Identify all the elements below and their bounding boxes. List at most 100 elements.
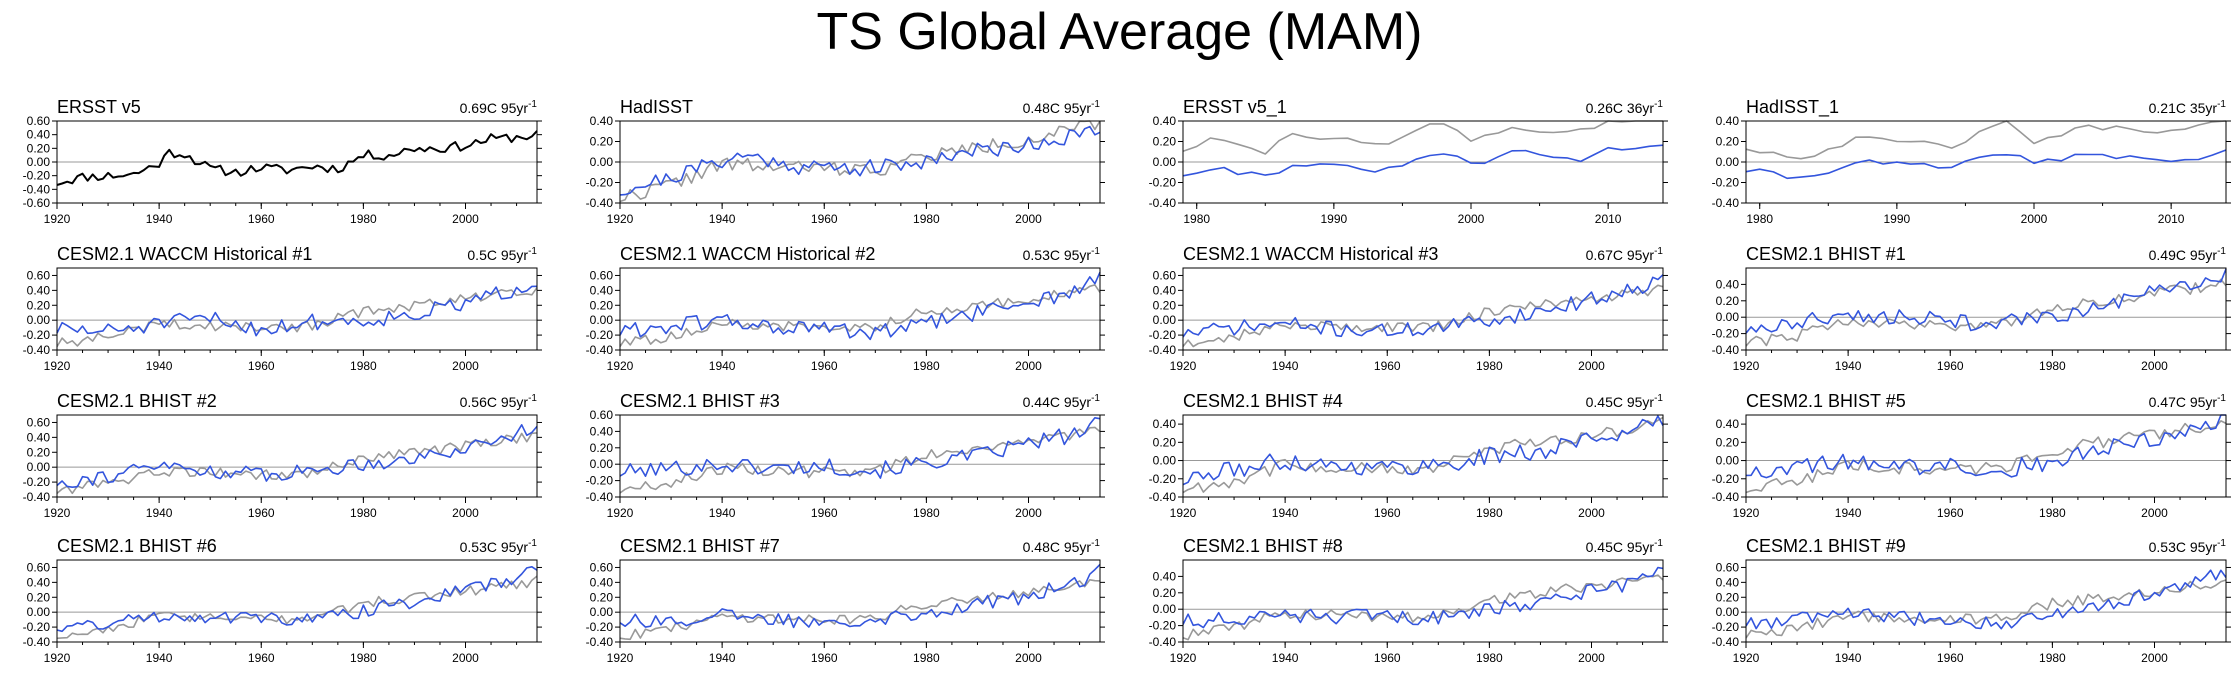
x-tick-label: 2000 — [2141, 506, 2168, 520]
panel-title: CESM2.1 BHIST #6 — [57, 536, 217, 556]
series-line-model — [1183, 568, 1663, 628]
panel-title: CESM2.1 BHIST #1 — [1746, 244, 1906, 264]
y-tick-label: 0.00 — [27, 460, 51, 474]
x-tick-label: 1920 — [1733, 506, 1760, 520]
y-tick-label: 0.00 — [1153, 155, 1177, 169]
panel-16: CESM2.1 BHIST #9 0.53C 95yr-1 0.600.400.20… — [1712, 536, 2231, 665]
panel-5: CESM2.1 WACCM Historical #1 0.5C 95yr-1 0.… — [23, 244, 542, 373]
y-tick-label: 0.60 — [27, 415, 51, 429]
y-tick-label: 0.00 — [1716, 155, 1740, 169]
y-tick-label: 0.40 — [27, 283, 51, 297]
plot-frame — [1183, 268, 1663, 350]
trend-label: 0.49C 95yr-1 — [2149, 246, 2227, 263]
y-tick-label: -0.40 — [1149, 490, 1177, 504]
y-tick-label: -0.60 — [23, 196, 51, 210]
y-tick-label: 0.00 — [1153, 602, 1177, 616]
y-tick-label: 0.20 — [590, 441, 614, 455]
x-tick-label: 1960 — [811, 651, 838, 665]
y-tick-label: -0.20 — [1149, 619, 1177, 633]
panel-6: CESM2.1 WACCM Historical #2 0.53C 95yr-10… — [586, 244, 1105, 373]
y-tick-label: -0.20 — [1149, 176, 1177, 190]
x-tick-label: 2000 — [1458, 212, 1485, 226]
y-tick-label: -0.20 — [1712, 472, 1740, 486]
x-tick-label: 1960 — [248, 359, 275, 373]
plot-frame — [620, 268, 1100, 350]
y-tick-label: 0.00 — [27, 313, 51, 327]
series-line-model — [620, 418, 1100, 478]
y-tick-label: 0.00 — [27, 605, 51, 619]
y-tick-label: 0.20 — [27, 590, 51, 604]
series-line-reference — [1746, 121, 2226, 159]
y-tick-label: -0.20 — [23, 169, 51, 183]
panel-title: ERSST v5_1 — [1183, 97, 1287, 118]
y-tick-label: -0.20 — [1149, 328, 1177, 342]
trend-label: 0.48C 95yr-1 — [1023, 538, 1101, 555]
y-tick-label: -0.20 — [1712, 176, 1740, 190]
y-tick-label: 0.60 — [1716, 560, 1740, 574]
x-tick-label: 1920 — [44, 359, 71, 373]
panel-2: HadISST 0.48C 95yr-1 0.40 0.20 0.00 -0.20 -0.4… — [586, 97, 1105, 226]
series-line-model — [1746, 269, 2226, 333]
series-line-reference — [57, 433, 537, 494]
y-tick-label: 0.40 — [27, 575, 51, 589]
series-line-model — [57, 425, 537, 487]
panel-title: CESM2.1 BHIST #4 — [1183, 391, 1343, 411]
x-tick-label: 1990 — [1321, 212, 1348, 226]
x-tick-label: 1920 — [1733, 651, 1760, 665]
x-tick-label: 2000 — [1015, 506, 1042, 520]
plot-frame — [620, 415, 1100, 497]
y-tick-label: 0.20 — [590, 135, 614, 149]
x-tick-label: 1980 — [1476, 651, 1503, 665]
x-tick-label: 1990 — [1884, 212, 1911, 226]
x-tick-label: 1980 — [350, 359, 377, 373]
x-tick-label: 1940 — [709, 212, 736, 226]
x-tick-label: 2010 — [2158, 212, 2185, 226]
panel-title: HadISST — [620, 97, 693, 117]
trend-label: 0.26C 36yr-1 — [1586, 99, 1664, 116]
trend-label: 0.48C 95yr-1 — [1023, 99, 1101, 116]
y-tick-label: -0.40 — [1712, 635, 1740, 649]
series-line-model — [57, 567, 537, 632]
panel-12: CESM2.1 BHIST #5 0.47C 95yr-1 0.40 0.20 0.00… — [1712, 391, 2231, 520]
y-tick-label: -0.20 — [586, 474, 614, 488]
y-tick-label: 0.40 — [1716, 114, 1740, 128]
series-line-model — [620, 272, 1100, 339]
x-tick-label: 1960 — [811, 506, 838, 520]
x-tick-label: 2000 — [2141, 651, 2168, 665]
panels-canvas: ERSST v5 0.69C 95yr-10.600.400.200.00-0.2… — [0, 0, 2239, 676]
y-tick-label: 0.40 — [1716, 417, 1740, 431]
x-tick-label: 1960 — [811, 359, 838, 373]
y-tick-label: 0.00 — [1153, 313, 1177, 327]
y-tick-label: -0.20 — [1712, 620, 1740, 634]
x-tick-label: 1940 — [709, 506, 736, 520]
y-tick-label: -0.20 — [586, 176, 614, 190]
x-tick-label: 1960 — [1937, 651, 1964, 665]
series-line-model — [1183, 416, 1663, 485]
y-tick-label: 0.20 — [1153, 135, 1177, 149]
y-tick-label: 0.20 — [590, 590, 614, 604]
x-tick-label: 1920 — [1170, 359, 1197, 373]
series-line-model — [1746, 415, 2226, 478]
x-tick-label: 1980 — [913, 359, 940, 373]
x-tick-label: 1940 — [146, 359, 173, 373]
x-tick-label: 2000 — [452, 212, 479, 226]
plot-frame — [1746, 268, 2226, 350]
x-tick-label: 2000 — [452, 359, 479, 373]
y-tick-label: 0.40 — [1153, 114, 1177, 128]
x-tick-label: 2010 — [1595, 212, 1622, 226]
y-tick-label: 0.60 — [27, 268, 51, 282]
x-tick-label: 1920 — [1170, 651, 1197, 665]
y-tick-label: -0.20 — [23, 620, 51, 634]
x-tick-label: 1980 — [2039, 651, 2066, 665]
x-tick-label: 1940 — [709, 359, 736, 373]
panel-title: ERSST v5 — [57, 97, 141, 117]
x-tick-label: 1940 — [709, 651, 736, 665]
x-tick-label: 1920 — [607, 359, 634, 373]
trend-label: 0.47C 95yr-1 — [2149, 393, 2227, 410]
x-tick-label: 1980 — [913, 506, 940, 520]
y-tick-label: 0.20 — [1153, 298, 1177, 312]
y-tick-label: 0.00 — [590, 457, 614, 471]
panel-title: CESM2.1 BHIST #8 — [1183, 536, 1343, 556]
y-tick-label: 0.40 — [1716, 277, 1740, 291]
x-tick-label: 2000 — [1578, 506, 1605, 520]
